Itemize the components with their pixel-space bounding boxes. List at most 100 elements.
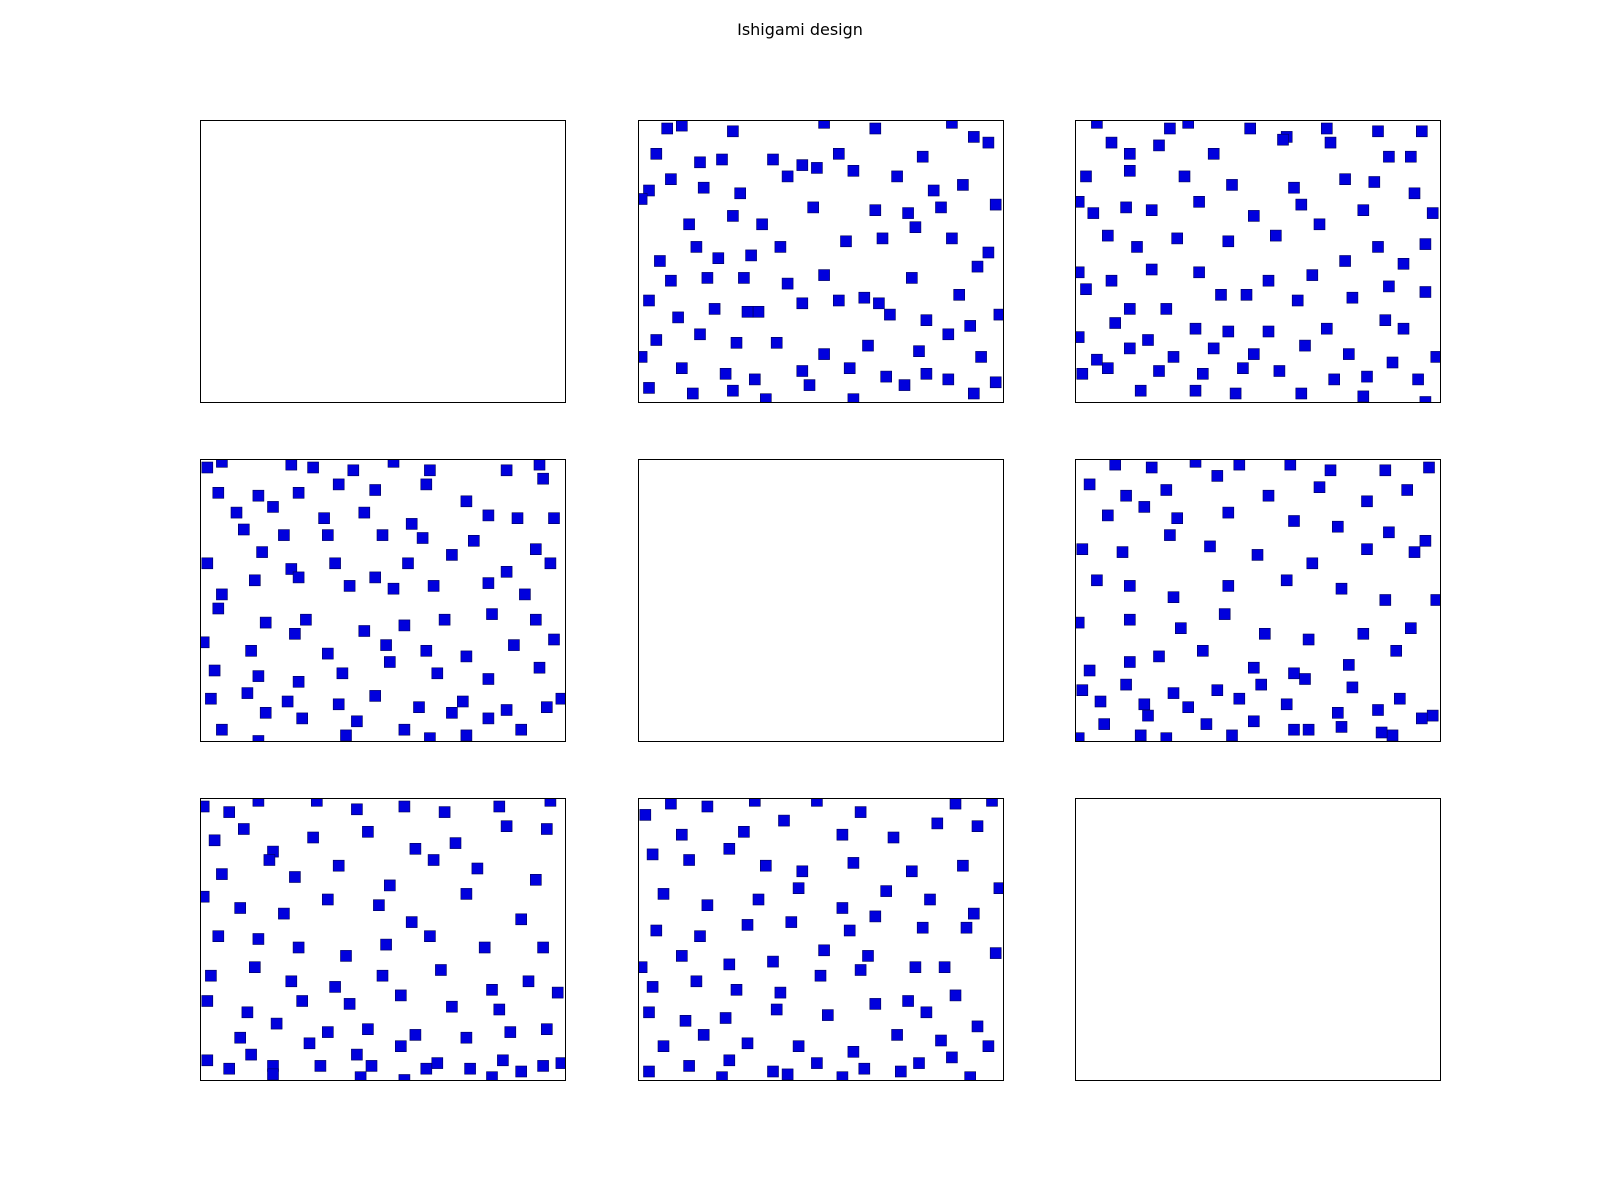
data-point [683, 1060, 695, 1072]
data-point [540, 1023, 553, 1036]
data-point [964, 1071, 977, 1080]
data-point [1375, 726, 1388, 739]
data-point [1313, 481, 1326, 494]
data-point [486, 1071, 498, 1080]
data-point [1109, 459, 1121, 471]
data-point [212, 602, 225, 615]
data-point [230, 506, 243, 519]
data-point [241, 1006, 254, 1019]
data-point [1233, 692, 1246, 705]
data-point [1222, 580, 1235, 592]
data-point [292, 486, 305, 499]
data-point [818, 944, 830, 957]
data-point [880, 885, 893, 897]
data-point [993, 308, 1003, 321]
data-point [759, 393, 772, 402]
data-point [942, 328, 955, 341]
data-point [1379, 464, 1392, 477]
data-point [993, 882, 1003, 895]
data-point [1383, 526, 1395, 539]
data-point [748, 798, 761, 807]
data-point [1105, 136, 1118, 149]
panel-frame [1075, 120, 1441, 403]
data-point [1124, 656, 1136, 668]
data-point [332, 859, 345, 872]
data-point [1153, 365, 1165, 377]
data-point [752, 893, 765, 906]
data-point [1102, 509, 1114, 522]
panel-r1-c2 [638, 120, 1004, 403]
data-point [832, 148, 845, 160]
data-point [818, 348, 830, 360]
data-point [781, 1068, 794, 1080]
data-point [259, 616, 272, 629]
data-point [1394, 692, 1406, 705]
data-point [1211, 470, 1224, 482]
data-point [398, 1074, 411, 1080]
data-point [281, 695, 294, 708]
data-point [792, 1040, 805, 1052]
data-point [1222, 506, 1235, 519]
data-point [1335, 582, 1348, 595]
data-point [836, 902, 849, 914]
data-point [358, 506, 371, 519]
data-point [1094, 695, 1107, 708]
data-point [267, 1068, 279, 1080]
data-point [840, 235, 852, 248]
data-point [1280, 698, 1293, 711]
data-point [500, 464, 513, 477]
data-point [551, 986, 564, 999]
data-point [200, 636, 210, 649]
data-point [1153, 650, 1165, 663]
data-point [1332, 706, 1344, 719]
data-point [694, 930, 706, 943]
data-point [1167, 591, 1180, 604]
data-point [675, 120, 688, 132]
data-point [927, 184, 940, 197]
data-point [249, 961, 261, 974]
data-point [643, 294, 655, 307]
data-point [843, 362, 856, 375]
data-point [1080, 170, 1092, 183]
data-point [638, 351, 648, 363]
data-point [716, 1071, 728, 1080]
data-point [643, 1065, 655, 1078]
data-point [200, 890, 210, 903]
data-point [1361, 370, 1373, 383]
data-point [807, 201, 820, 214]
data-point [529, 613, 542, 626]
panel-points [638, 798, 1003, 1080]
data-point [643, 1006, 655, 1019]
data-point [957, 179, 969, 191]
data-point [971, 820, 984, 833]
data-point [902, 995, 914, 1007]
data-point [1324, 464, 1337, 477]
data-point [1145, 204, 1158, 216]
data-point [1386, 356, 1399, 369]
data-point [537, 941, 549, 954]
data-point [1357, 390, 1370, 402]
data-point [967, 387, 980, 400]
data-point [811, 162, 823, 174]
data-point [416, 532, 429, 544]
data-point [1075, 616, 1085, 629]
data-point [1346, 291, 1359, 304]
data-point [986, 798, 998, 807]
data-point [1419, 286, 1432, 298]
data-point [1372, 704, 1384, 716]
data-point [1262, 489, 1275, 502]
data-point [657, 888, 670, 900]
data-point [380, 938, 392, 951]
data-point [723, 842, 736, 855]
data-point [467, 534, 480, 547]
data-point [544, 798, 557, 807]
panel-frame [200, 798, 566, 1081]
data-point [1240, 288, 1253, 301]
data-point [1343, 659, 1355, 671]
data-point [555, 692, 565, 705]
data-point [781, 170, 794, 183]
data-point [869, 910, 882, 923]
data-point [913, 345, 925, 358]
data-point [643, 382, 655, 394]
data-point [792, 882, 805, 895]
